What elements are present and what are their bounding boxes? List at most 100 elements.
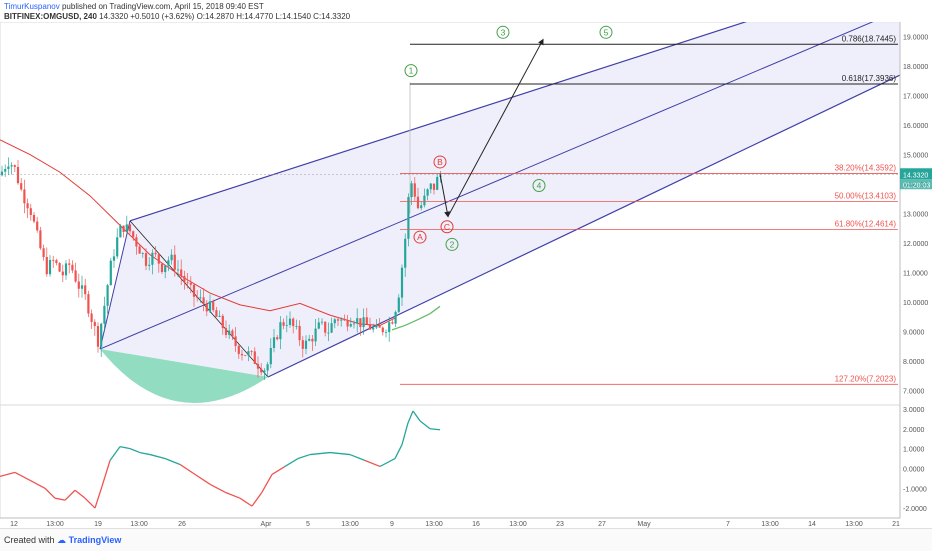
candle-body bbox=[202, 297, 205, 304]
candle-body bbox=[183, 275, 186, 283]
author-link[interactable]: TimurKuspanov bbox=[4, 2, 60, 11]
price-tick-label: 8.0000 bbox=[903, 359, 925, 366]
candle-body bbox=[84, 285, 87, 295]
candle-body bbox=[272, 337, 276, 349]
candle-body bbox=[420, 205, 423, 209]
oscillator-pane bbox=[0, 404, 901, 519]
fib-level-label: 127.20%(7.2023) bbox=[835, 374, 897, 383]
projection-arrow-up bbox=[447, 38, 544, 217]
candle-body bbox=[429, 183, 432, 190]
candle-body bbox=[100, 323, 103, 347]
candle-body bbox=[7, 166, 10, 170]
price-tick-label: 11.0000 bbox=[903, 270, 928, 277]
price-chart[interactable]: 0.786(18.7445) 0.618(17.3936) 38.20%(14.35… bbox=[0, 22, 932, 528]
time-tick-label: May bbox=[637, 521, 651, 528]
wave-label: A bbox=[417, 232, 423, 242]
candle-body bbox=[397, 297, 400, 312]
candle-body bbox=[64, 263, 68, 276]
candle-body bbox=[253, 351, 256, 364]
oscillator-segment bbox=[0, 471, 16, 477]
candle-body bbox=[314, 328, 317, 342]
candle-body bbox=[231, 330, 234, 337]
candle-body bbox=[186, 282, 189, 284]
candle-body bbox=[135, 237, 138, 247]
candle-body bbox=[285, 324, 288, 326]
candle-body bbox=[240, 353, 244, 356]
wave-label: 2 bbox=[450, 239, 455, 249]
candle-body bbox=[407, 197, 410, 239]
candle-body bbox=[244, 355, 247, 357]
channel-median-line bbox=[99, 22, 874, 350]
candle-body bbox=[42, 248, 45, 258]
wave-label: C bbox=[444, 222, 450, 232]
created-with-text: Created with bbox=[4, 535, 55, 545]
candle-body bbox=[125, 224, 128, 233]
time-tick-label: 13:00 bbox=[761, 521, 779, 528]
time-tick-label: 23 bbox=[556, 521, 564, 528]
candle-body bbox=[250, 351, 253, 352]
wave-label-circle bbox=[404, 64, 418, 78]
oscillator-tick-label: 3.0000 bbox=[903, 407, 925, 414]
oscillator-segment bbox=[119, 445, 131, 450]
price-tick-label: 16.0000 bbox=[903, 123, 928, 130]
candle-body bbox=[349, 324, 352, 327]
price-change: +0.5010 (+3.62%) bbox=[130, 12, 195, 21]
price-tick-label: 18.0000 bbox=[903, 64, 928, 71]
countdown-tag bbox=[900, 179, 932, 190]
candle-body bbox=[391, 322, 394, 324]
candle-body bbox=[378, 325, 381, 328]
candle-body bbox=[68, 263, 71, 265]
wave-label-circle bbox=[599, 25, 613, 39]
published-text: published on TradingView.com, April 15, … bbox=[61, 2, 264, 11]
fib-level-label: 50.00%(13.4103) bbox=[835, 191, 897, 200]
candle-body bbox=[189, 282, 192, 285]
candle-body bbox=[359, 318, 362, 328]
time-tick-label: Apr bbox=[261, 521, 273, 528]
oscillator-segment bbox=[349, 453, 366, 462]
price-tick-label: 12.0000 bbox=[903, 241, 928, 248]
oscillator-segment bbox=[251, 491, 263, 507]
candle-body bbox=[132, 231, 135, 238]
ohlc-high: H:14.4770 bbox=[236, 12, 274, 21]
candle-body bbox=[74, 270, 77, 282]
candle-body bbox=[58, 263, 61, 272]
candle-body bbox=[36, 221, 39, 231]
oscillator-segment bbox=[329, 451, 351, 456]
candle-body bbox=[151, 252, 154, 265]
oscillator-segment bbox=[109, 446, 121, 461]
projection-arrow-down bbox=[439, 173, 451, 218]
time-tick-label: 13:00 bbox=[46, 521, 64, 528]
candle-body bbox=[234, 336, 237, 346]
candle-body bbox=[116, 237, 119, 257]
candle-body bbox=[103, 305, 106, 324]
candle-body bbox=[368, 324, 372, 330]
ohlc-low: L:14.1540 bbox=[275, 12, 311, 21]
fib-level-label: 61.80%(12.4614) bbox=[835, 219, 897, 228]
candle-body bbox=[356, 318, 359, 324]
candle-body bbox=[247, 351, 250, 356]
oscillator-segment bbox=[54, 497, 66, 501]
wave-label: B bbox=[437, 157, 443, 167]
candle-body bbox=[212, 301, 215, 311]
candle-body bbox=[170, 254, 173, 261]
candle-body bbox=[77, 281, 80, 289]
oscillator-segment bbox=[271, 465, 286, 475]
oscillator-segment bbox=[164, 457, 181, 466]
oscillator-segment bbox=[29, 479, 46, 489]
candle-body bbox=[154, 252, 157, 255]
symbol-line: BITFINEX:OMGUSD, 240 14.3320 +0.5010 (+3… bbox=[4, 12, 350, 21]
fib-level-label: 0.786(18.7445) bbox=[842, 34, 897, 43]
candle-body bbox=[32, 214, 36, 222]
oscillator-segment bbox=[284, 457, 299, 468]
candle-body bbox=[112, 256, 116, 261]
time-tick-label: 19 bbox=[94, 521, 102, 528]
candle-body bbox=[308, 338, 311, 341]
oscillator-segment bbox=[179, 463, 196, 475]
candle-body bbox=[23, 189, 26, 204]
rounding-bottom-arc bbox=[100, 349, 268, 403]
candle-body bbox=[375, 325, 378, 328]
time-tick-label: 5 bbox=[306, 521, 310, 528]
candle-body bbox=[180, 269, 183, 276]
candle-body bbox=[279, 322, 282, 340]
tradingview-brand[interactable]: TradingView bbox=[68, 535, 122, 545]
